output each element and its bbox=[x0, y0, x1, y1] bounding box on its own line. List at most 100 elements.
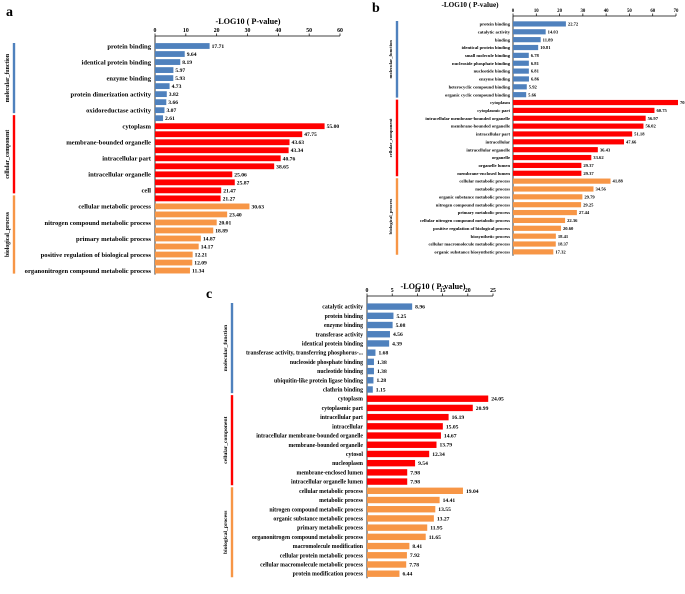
bar bbox=[513, 92, 527, 98]
data-label: 29.79 bbox=[584, 194, 595, 199]
data-label: 11.65 bbox=[429, 535, 441, 541]
bar bbox=[513, 170, 582, 176]
data-label: 12.21 bbox=[195, 252, 208, 258]
bar bbox=[367, 367, 374, 375]
bar bbox=[155, 163, 275, 170]
bar bbox=[367, 395, 489, 402]
bar bbox=[367, 496, 440, 504]
category-label: small molecule binding bbox=[465, 53, 511, 58]
data-label: 8.41 bbox=[412, 544, 422, 550]
data-label: 22.36 bbox=[567, 218, 578, 223]
x-tick-label: 0 bbox=[366, 288, 369, 294]
data-label: 11.95 bbox=[430, 526, 442, 532]
category-label: intracellular bbox=[486, 139, 511, 144]
bar bbox=[155, 147, 289, 154]
category-label: cellular metabolic process bbox=[78, 204, 151, 211]
category-label: organic substance biosynthetic process bbox=[434, 249, 510, 254]
data-label: 29.37 bbox=[583, 163, 594, 168]
bar bbox=[513, 194, 583, 200]
panel-letter: c bbox=[206, 287, 212, 302]
category-label: enzyme binding bbox=[324, 323, 363, 329]
group-label: cellular_component bbox=[388, 118, 393, 157]
data-label: 20.99 bbox=[476, 406, 489, 412]
category-label: nitrogen compound metabolic process bbox=[436, 202, 510, 207]
category-label: nucleotide binding bbox=[474, 69, 511, 74]
data-label: 8.19 bbox=[182, 60, 192, 66]
group-label: biological_process bbox=[5, 211, 11, 257]
bar bbox=[367, 469, 408, 476]
data-label: 30.63 bbox=[251, 204, 264, 210]
data-label: 13.27 bbox=[437, 516, 450, 522]
bar bbox=[513, 162, 582, 169]
category-label: protein modification process bbox=[293, 572, 364, 578]
category-label: cellular macromolecule metabolic process bbox=[260, 563, 364, 569]
bar bbox=[155, 155, 281, 162]
category-label: intracellular organelle bbox=[88, 172, 151, 179]
x-tick-label: 50 bbox=[627, 9, 632, 14]
x-tick-label: 10 bbox=[534, 9, 539, 14]
category-label: intracellular part bbox=[102, 156, 152, 163]
data-label: 34.56 bbox=[595, 187, 606, 192]
bar bbox=[155, 67, 174, 73]
data-label: 60.75 bbox=[656, 108, 667, 113]
bar bbox=[513, 249, 554, 255]
bar bbox=[513, 225, 561, 231]
bar bbox=[513, 154, 592, 161]
bar bbox=[155, 131, 303, 138]
data-label: 11.89 bbox=[543, 37, 554, 42]
data-label: 6.86 bbox=[531, 77, 540, 82]
category-label: membrane-enclosed lumen bbox=[457, 171, 510, 176]
bar bbox=[513, 233, 556, 239]
bar bbox=[367, 321, 393, 329]
bar bbox=[367, 377, 374, 384]
data-label: 1.38 bbox=[377, 360, 387, 366]
bar bbox=[367, 506, 436, 513]
data-label: 1.15 bbox=[376, 387, 386, 393]
data-label: 7.98 bbox=[410, 470, 420, 476]
bar bbox=[155, 187, 222, 194]
data-label: 27.44 bbox=[579, 210, 590, 215]
bar bbox=[367, 441, 437, 448]
bar bbox=[155, 259, 193, 266]
data-label: 21.47 bbox=[223, 188, 236, 194]
data-label: 20.60 bbox=[563, 226, 574, 231]
data-label: 15.05 bbox=[446, 424, 459, 430]
data-label: 5.66 bbox=[528, 92, 537, 97]
category-label: intracellular organelle bbox=[466, 147, 510, 152]
x-tick-label: 10 bbox=[415, 288, 421, 294]
category-label: catalytic activity bbox=[478, 29, 511, 34]
data-label: 6.81 bbox=[531, 69, 540, 74]
bar bbox=[155, 83, 170, 90]
category-label: identical protein binding bbox=[462, 45, 511, 50]
x-tick-label: 0 bbox=[512, 9, 515, 14]
data-label: 25.87 bbox=[237, 180, 250, 186]
category-label: intracellular bbox=[332, 424, 363, 430]
bar bbox=[367, 331, 390, 338]
data-label: 47.75 bbox=[304, 132, 317, 138]
category-label: intracellular membrane-bounded organelle bbox=[425, 116, 510, 121]
data-label: 14.17 bbox=[201, 244, 214, 250]
category-label: cell bbox=[141, 188, 151, 195]
group-label: biological_process bbox=[388, 198, 393, 234]
category-label: nucleoplasm bbox=[332, 461, 363, 467]
bar bbox=[155, 203, 250, 210]
bar bbox=[367, 542, 410, 550]
bar bbox=[155, 195, 221, 202]
data-label: 43.63 bbox=[292, 140, 305, 146]
data-label: 9.54 bbox=[418, 461, 428, 467]
category-label: cytoplasm bbox=[338, 397, 363, 403]
data-label: 14.03 bbox=[548, 29, 559, 34]
data-label: 4.39 bbox=[392, 341, 402, 347]
x-tick-label: 5 bbox=[391, 288, 394, 294]
bar bbox=[155, 91, 167, 98]
bar bbox=[513, 147, 598, 153]
category-label: organelle lumen bbox=[478, 163, 510, 168]
category-label: organelle bbox=[492, 155, 510, 160]
category-label: metabolic process bbox=[319, 498, 364, 504]
data-label: 18.89 bbox=[215, 228, 228, 234]
bar bbox=[513, 186, 594, 192]
x-tick-label: 40 bbox=[275, 28, 281, 34]
category-label: primary metabolic process bbox=[297, 526, 364, 532]
panel-c: c -LOG10 ( P-value) 0 5 10 15 20 25 catalytic ac… bbox=[206, 282, 504, 579]
group-label: molecular_function bbox=[5, 53, 11, 102]
